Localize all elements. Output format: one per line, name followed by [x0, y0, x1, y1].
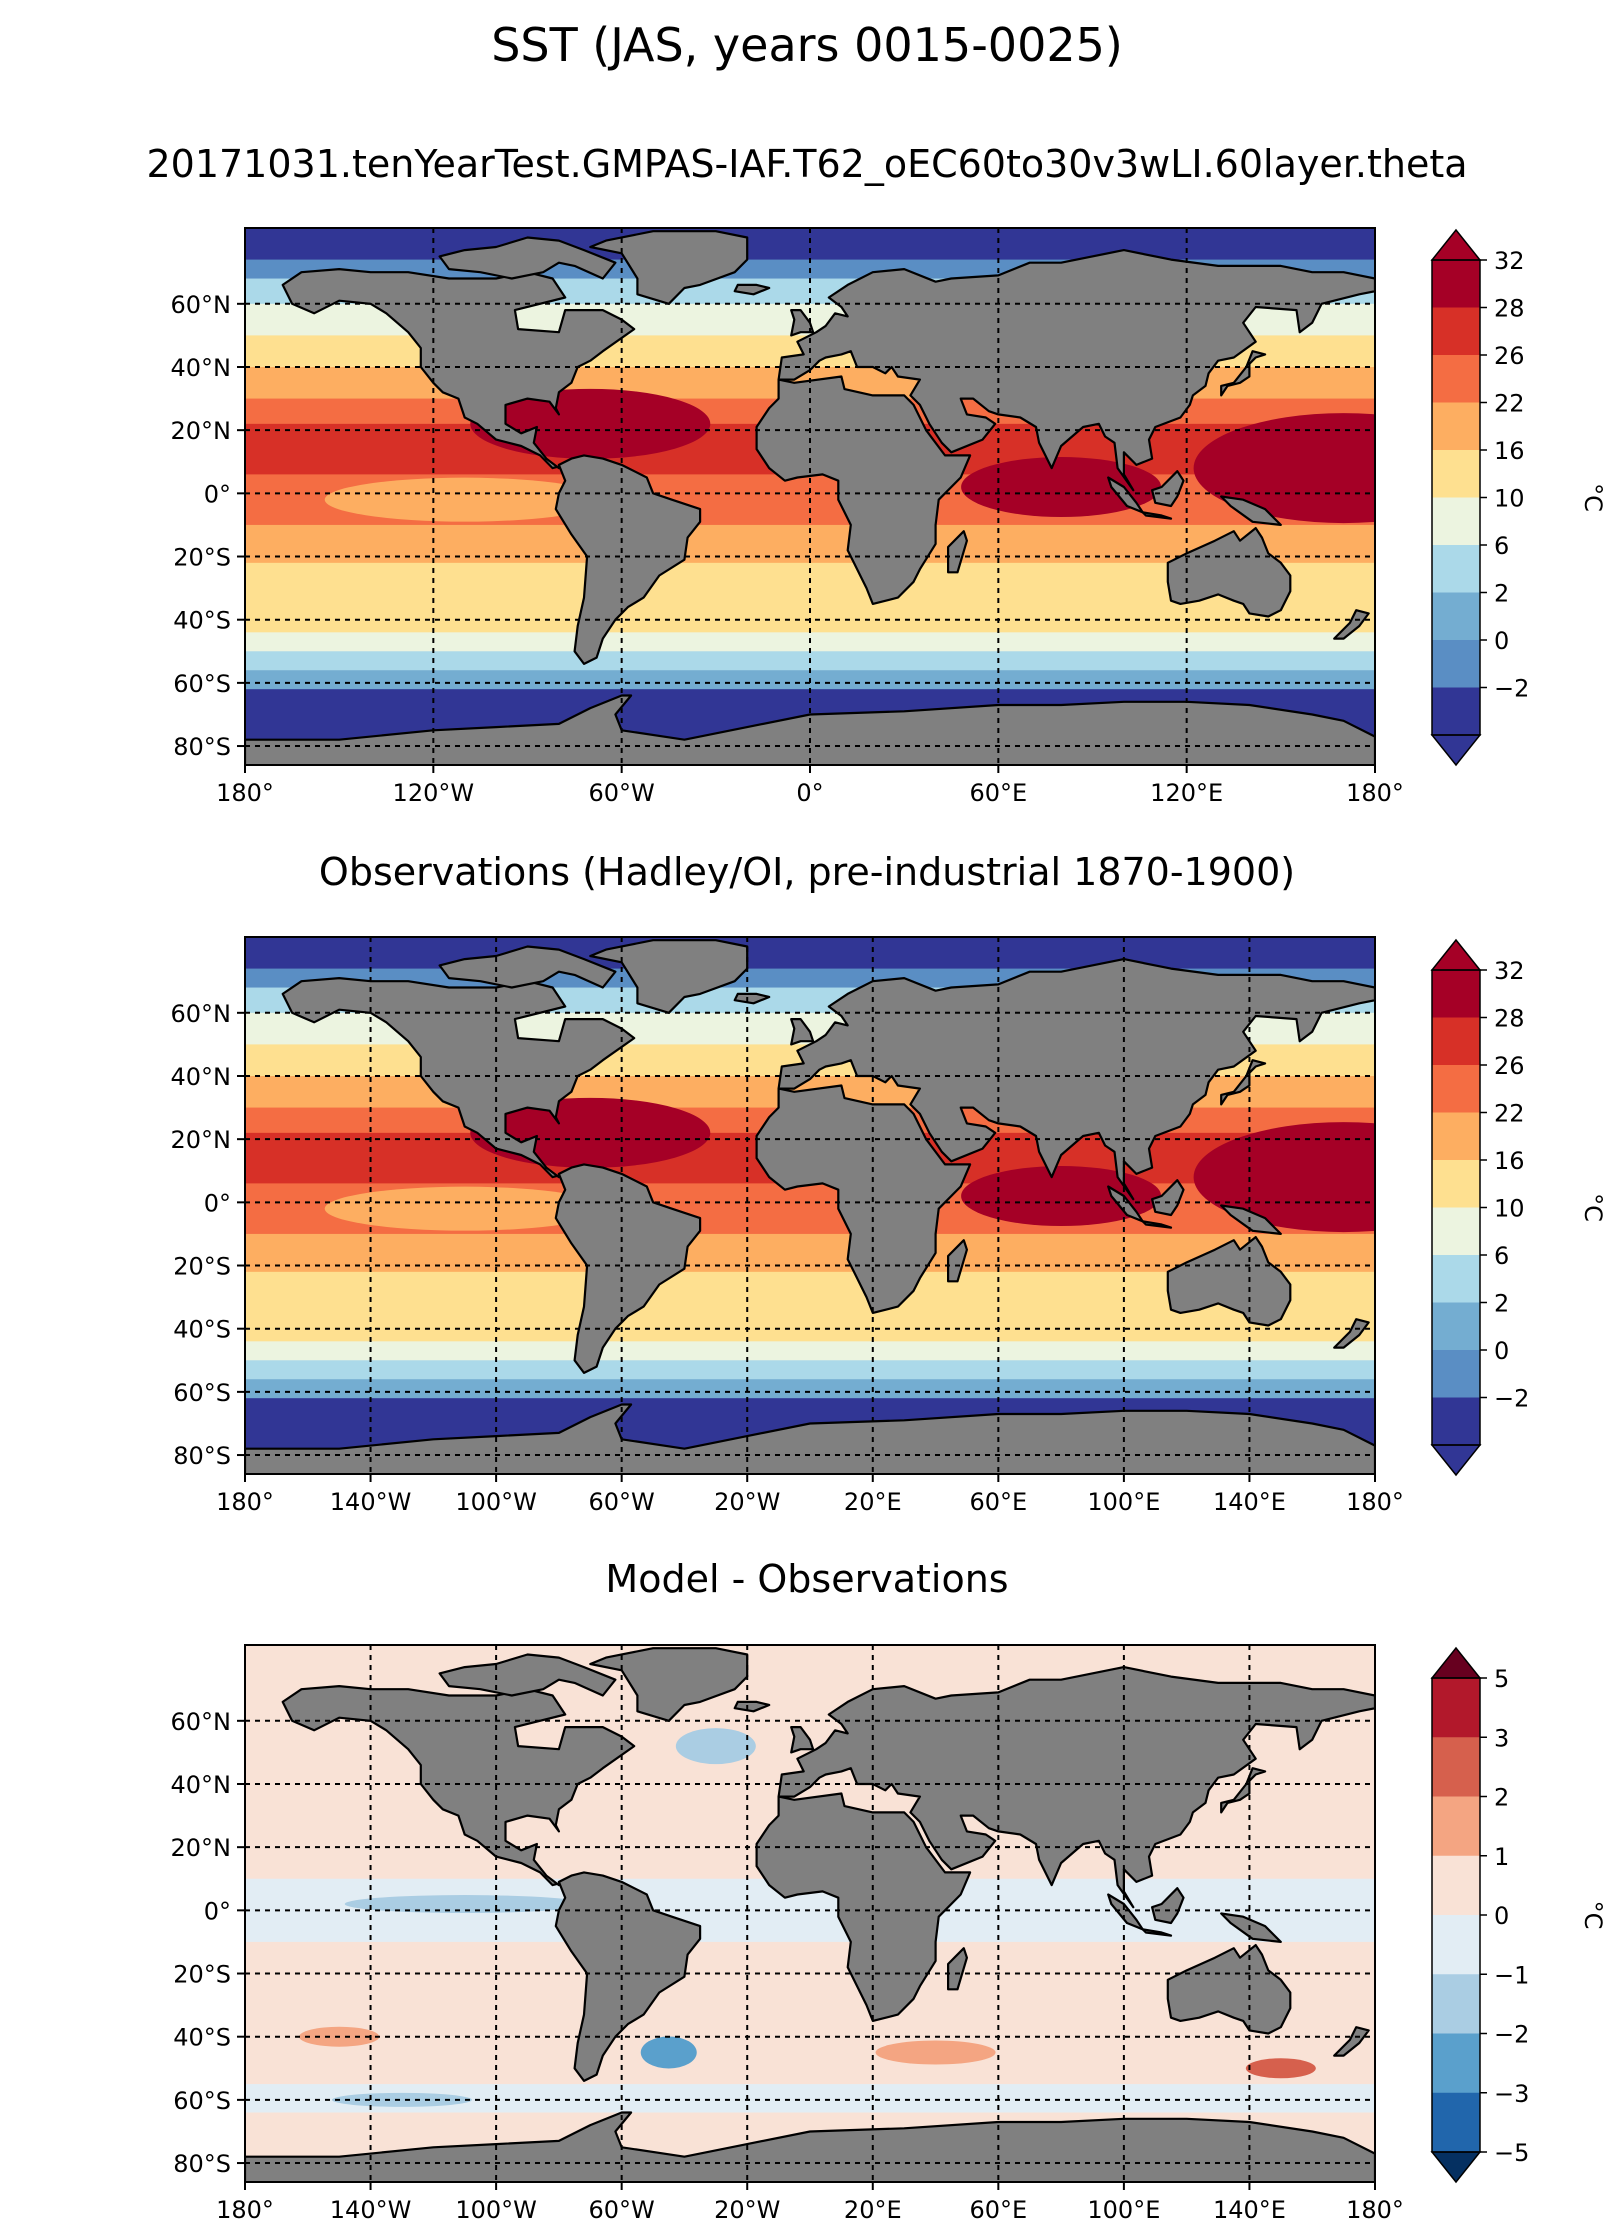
colorbar-tick-label: 5 [1494, 1665, 1509, 1693]
lat-tick-label: 60°N [171, 1708, 232, 1736]
colorbar-tick-label: −2 [1494, 675, 1529, 703]
colorbar-tick-label: 10 [1494, 1195, 1525, 1223]
lat-tick-label: 20°N [171, 1834, 232, 1862]
lat-tick-label: 60°S [173, 2087, 231, 2115]
colorbar-tick-label: −2 [1494, 1385, 1529, 1413]
lon-tick-label: 180° [216, 2196, 274, 2224]
lat-tick-label: 20°N [171, 1126, 232, 1154]
lon-tick-label: 180° [1346, 779, 1404, 807]
lon-tick-label: 60°W [589, 2196, 655, 2224]
lat-tick-label: 80°S [173, 2150, 231, 2178]
colorbar-tick-label: 1 [1494, 1843, 1509, 1871]
colorbar-tick-label: −2 [1494, 2021, 1529, 2049]
lon-tick-label: 180° [1346, 1488, 1404, 1516]
colorbar-tick-label: 16 [1494, 1147, 1525, 1175]
lon-tick-label: 20°E [844, 1488, 902, 1516]
lon-tick-label: 120°E [1150, 779, 1223, 807]
lat-tick-label: 0° [204, 1189, 231, 1217]
lon-tick-label: 100°W [455, 2196, 537, 2224]
lat-tick-label: 60°N [171, 291, 232, 319]
lat-tick-label: 40°S [173, 607, 231, 635]
colorbar-tick-label: 22 [1494, 1100, 1525, 1128]
lat-tick-label: 0° [204, 480, 231, 508]
colorbar-tick-label: −5 [1494, 2139, 1529, 2167]
lon-tick-label: 100°E [1087, 2196, 1160, 2224]
map-area-obs [245, 937, 1375, 1474]
colorbar-tick-label: 2 [1494, 580, 1509, 608]
colorbar-tick-label: 28 [1494, 1005, 1525, 1033]
lat-tick-label: 20°N [171, 417, 232, 445]
lon-tick-label: 140°E [1213, 2196, 1286, 2224]
lat-tick-label: 40°N [171, 354, 232, 382]
colorbar-tick-label: 3 [1494, 1724, 1509, 1752]
colorbar-tick-label: 32 [1494, 957, 1525, 985]
map-frame-diff [244, 1644, 1376, 2183]
lon-tick-label: 100°W [455, 1488, 537, 1516]
lat-tick-label: 40°S [173, 1316, 231, 1344]
lat-tick-label: 20°S [173, 1961, 231, 1989]
colorbar-tick-label: 28 [1494, 295, 1525, 323]
colorbar-tick-label: 0 [1494, 1337, 1509, 1365]
lat-tick-label: 40°N [171, 1771, 232, 1799]
lon-tick-label: 0° [796, 779, 823, 807]
lat-tick-label: 60°N [171, 1000, 232, 1028]
lat-tick-label: 60°S [173, 1379, 231, 1407]
lat-tick-label: 80°S [173, 733, 231, 761]
lat-tick-label: 40°N [171, 1063, 232, 1091]
colorbar-tick-label: 32 [1494, 247, 1525, 275]
map-area-model [245, 228, 1375, 765]
lat-tick-label: 0° [204, 1897, 231, 1925]
colorbar-diff: 5 3 2 1 0 −1 −2 −3 −5 °C [1430, 1646, 1607, 2184]
panel-title-obs: Observations (Hadley/OI, pre-industrial … [318, 850, 1296, 894]
panel-title-model: 20171031.tenYearTest.GMPAS-IAF.T62_oEC60… [146, 142, 1468, 186]
lon-tick-label: 140°E [1213, 1488, 1286, 1516]
colorbar-tick-label: −3 [1494, 2080, 1529, 2108]
colorbar-tick-label: 22 [1494, 390, 1525, 418]
colorbar-tick-label: 2 [1494, 1784, 1509, 1812]
lat-tick-label: 80°S [173, 1442, 231, 1470]
colorbar-tick-label: 26 [1494, 1052, 1525, 1080]
lon-tick-label: 60°E [969, 779, 1027, 807]
colorbar-tick-label: 0 [1494, 1902, 1509, 1930]
colorbar-tick-label: 0 [1494, 627, 1509, 655]
map-area-diff [245, 1645, 1375, 2182]
map-frame-obs [244, 936, 1376, 1475]
lon-tick-label: 180° [216, 779, 274, 807]
lon-tick-label: 60°W [589, 779, 655, 807]
colorbar-tick-label: 6 [1494, 532, 1509, 560]
lon-tick-label: 120°W [393, 779, 475, 807]
lon-tick-label: 60°E [969, 1488, 1027, 1516]
colorbar-tick-label: 10 [1494, 485, 1525, 513]
lon-tick-label: 100°E [1087, 1488, 1160, 1516]
colorbar-tick-label: 6 [1494, 1242, 1509, 1270]
lat-tick-label: 20°S [173, 544, 231, 572]
lon-tick-label: 60°W [589, 1488, 655, 1516]
lon-tick-label: 140°W [330, 1488, 412, 1516]
lon-tick-label: 140°W [330, 2196, 412, 2224]
colorbar-tick-label: −1 [1494, 1961, 1529, 1989]
lon-tick-label: 20°E [844, 2196, 902, 2224]
lon-tick-label: 180° [216, 1488, 274, 1516]
lat-tick-label: 20°S [173, 1253, 231, 1281]
lon-tick-label: 180° [1346, 2196, 1404, 2224]
figure-title: SST (JAS, years 0015-0025) [491, 18, 1123, 72]
lat-tick-label: 40°S [173, 2024, 231, 2052]
lat-tick-label: 60°S [173, 670, 231, 698]
colorbar-tick-label: 2 [1494, 1290, 1509, 1318]
colorbar-model: 32 28 26 22 16 10 6 2 0 −2 °C [1430, 228, 1607, 767]
colorbar-unit-label: °C [1579, 1901, 1607, 1930]
lon-tick-label: 60°E [969, 2196, 1027, 2224]
colorbar-unit-label: °C [1579, 1193, 1607, 1222]
colorbar-tick-label: 26 [1494, 342, 1525, 370]
panel-title-diff: Model - Observations [605, 1557, 1009, 1601]
lon-tick-label: 20°W [714, 2196, 780, 2224]
colorbar-tick-label: 16 [1494, 437, 1525, 465]
colorbar-obs: 32 28 26 22 16 10 6 2 0 −2 °C [1430, 938, 1607, 1477]
colorbar-unit-label: °C [1579, 483, 1607, 512]
lon-tick-label: 20°W [714, 1488, 780, 1516]
